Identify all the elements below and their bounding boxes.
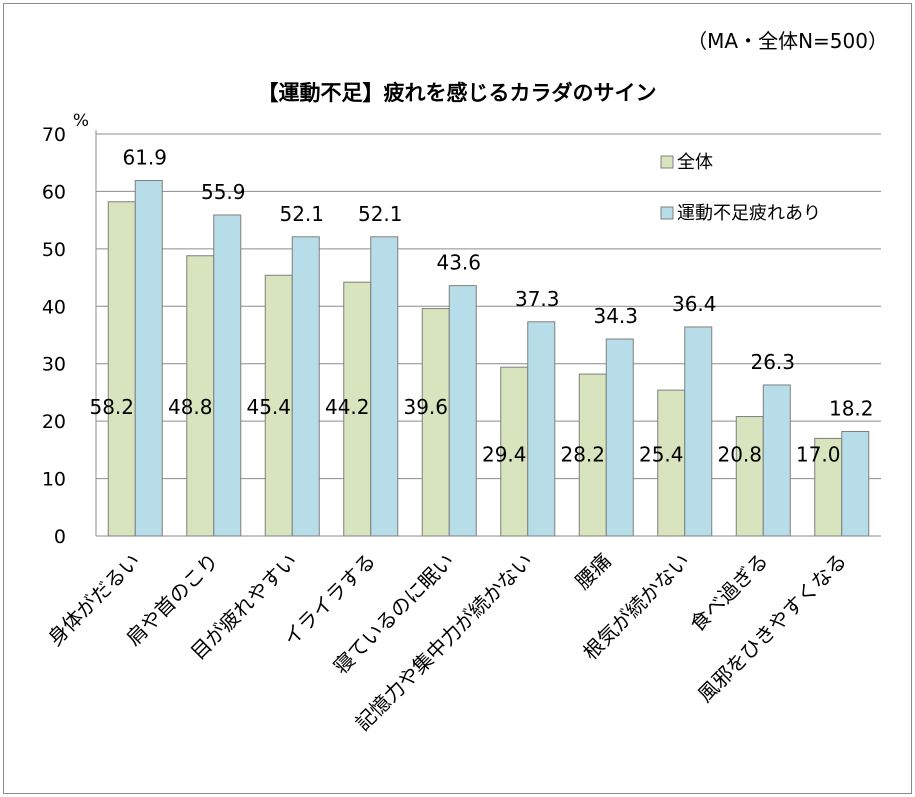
bar-undobusoku-9 [841,430,870,537]
y-tick-label: 30 [42,354,66,376]
data-label-undobusoku: 52.1 [279,202,324,226]
bar-undobusoku-2 [291,236,320,537]
data-label-zentai: 29.4 [482,442,527,466]
bar-undobusoku-7 [684,326,713,537]
chart-title: 【運動不足】疲れを感じるカラダのサイン [258,81,657,105]
data-label-zentai: 25.4 [639,442,684,466]
data-label-undobusoku: 61.9 [122,146,167,170]
y-tick-label: 0 [54,526,66,548]
bar-zentai-0 [107,201,136,537]
legend-label: 運動不足疲れあり [677,203,821,224]
y-tick-label: 60 [42,181,66,203]
bar-zentai-7 [657,389,686,537]
bar-zentai-8 [735,416,764,537]
y-tick-label: 50 [42,239,66,261]
data-label-zentai: 20.8 [717,442,762,466]
data-labels: 58.2 61.9 48.8 55.9 45.4 52.1 44.2 52.1 39.6 43.6… [89,146,873,467]
bar-undobusoku-6 [605,338,634,537]
data-label-zentai: 45.4 [246,395,291,419]
bars [107,180,870,537]
bar-undobusoku-8 [762,384,791,537]
bar-zentai-6 [578,373,607,537]
legend-swatch [660,155,674,169]
bar-undobusoku-0 [134,180,163,537]
y-tick-label: 20 [42,411,66,433]
legend-swatch [660,206,674,220]
chart-note: （MA・全体N=500） [687,29,888,53]
bar-undobusoku-5 [527,321,556,537]
bar-zentai-5 [500,366,529,537]
y-tick-label: 10 [42,469,66,491]
data-label-zentai: 17.0 [796,442,841,466]
bar-chart: （MA・全体N=500） 【運動不足】疲れを感じるカラダのサイン % 0 10 20… [42,29,888,736]
legend-label: 全体 [677,152,713,173]
bar-zentai-9 [814,437,843,537]
bar-undobusoku-1 [213,214,242,537]
x-category-label: 風邪をひきやすくなる [693,549,851,707]
data-label-undobusoku: 18.2 [829,396,874,420]
data-label-undobusoku: 55.9 [201,180,246,204]
data-label-undobusoku: 52.1 [358,202,403,226]
data-label-undobusoku: 43.6 [436,251,481,275]
bar-zentai-4 [421,308,450,537]
data-label-undobusoku: 36.4 [672,292,717,316]
y-tick-label: 70 [42,124,66,146]
y-tick-labels: 0 10 20 30 40 50 60 70 [42,124,66,548]
data-label-undobusoku: 34.3 [593,304,638,328]
data-label-zentai: 58.2 [89,395,134,419]
data-label-zentai: 44.2 [325,395,370,419]
bar-zentai-3 [343,281,372,537]
bar-undobusoku-4 [448,285,477,537]
bar-zentai-2 [264,274,293,537]
bar-undobusoku-3 [370,236,399,537]
data-label-zentai: 48.8 [168,395,213,419]
x-category-labels: 身体がだるい肩や首のこり目が疲れやすいイライラする寝ているのに眠い記憶力や集中力… [43,549,851,736]
y-tick-label: 40 [42,296,66,318]
chart-frame: （MA・全体N=500） 【運動不足】疲れを感じるカラダのサイン % 0 10 20… [3,3,912,794]
y-axis-unit: % [73,111,89,131]
data-label-zentai: 39.6 [403,395,448,419]
data-label-zentai: 28.2 [560,442,605,466]
bar-zentai-1 [186,255,215,537]
data-label-undobusoku: 37.3 [515,287,560,311]
data-label-undobusoku: 26.3 [750,350,795,374]
x-category-label: 腰痛 [571,549,616,594]
